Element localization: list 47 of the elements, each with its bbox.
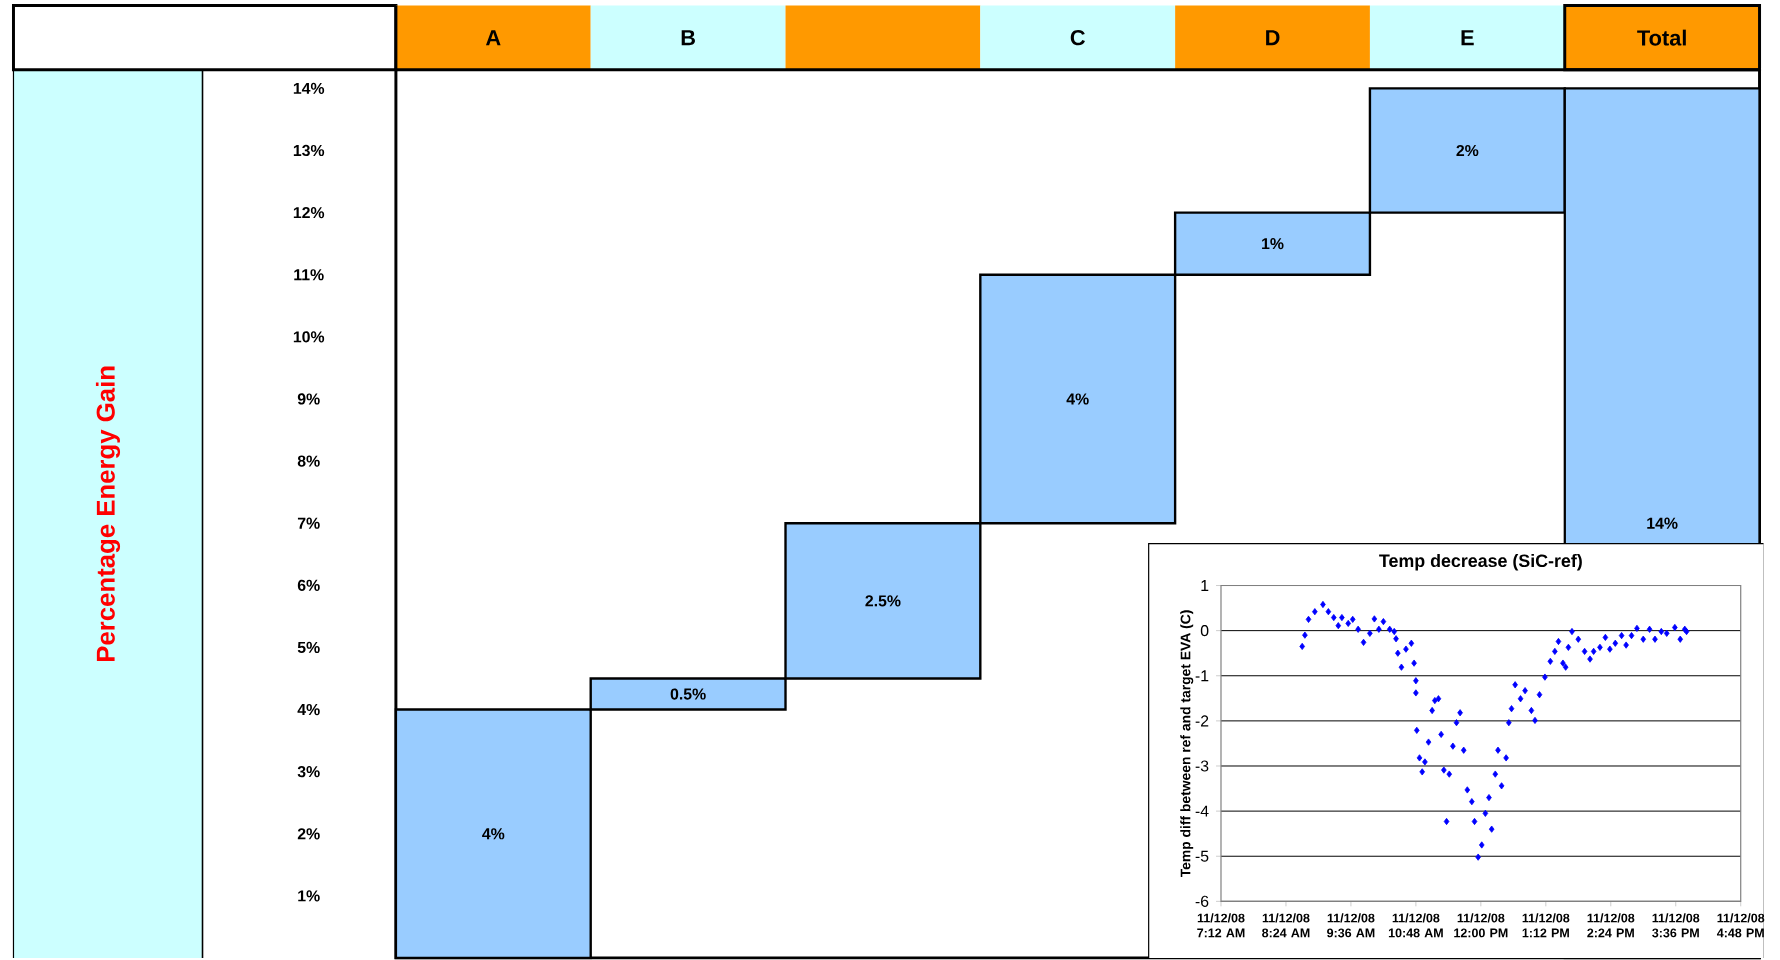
x-tick-label: C bbox=[1070, 30, 1085, 46]
y-tick-label: 7% bbox=[297, 517, 320, 530]
chart-title: Temp decrease (SiC-ref) bbox=[1379, 554, 1582, 571]
y-tick-label: 6% bbox=[297, 579, 320, 592]
x-tick-label: 11/12/08 4:48 PM bbox=[1716, 913, 1765, 938]
x-tick-label: 11/12/08 3:36 PM bbox=[1652, 913, 1700, 938]
data-label: 4% bbox=[1066, 393, 1089, 405]
y-tick-label: 1 bbox=[1201, 580, 1209, 592]
x-tick-label: 11/12/08 12:00 PM bbox=[1454, 913, 1508, 938]
x-tick-label: 11/12/08 2:24 PM bbox=[1587, 913, 1635, 938]
y-tick-label: 5% bbox=[297, 642, 320, 654]
x-tick-label: D bbox=[1266, 30, 1280, 46]
y-tick-label: 13% bbox=[293, 145, 325, 157]
x-tick-label: E bbox=[1461, 30, 1474, 46]
x-tick-label: Total bbox=[1637, 29, 1686, 46]
y-tick-label: -3 bbox=[1195, 760, 1209, 772]
y-tick-label: 4% bbox=[297, 704, 320, 716]
data-label: 0.5% bbox=[670, 688, 706, 700]
x-tick-label: B bbox=[681, 30, 695, 46]
y-tick-label: 0 bbox=[1200, 625, 1209, 637]
y-tick-label: 12% bbox=[293, 207, 325, 219]
y-axis-title: Percentage Energy Gain bbox=[95, 366, 121, 662]
data-label: 1% bbox=[1262, 238, 1284, 250]
y-axis-title: Temp diff between ref and target EVA (C) bbox=[1180, 610, 1194, 878]
data-label: 14% bbox=[1647, 517, 1678, 530]
x-tick-label: 11/12/08 10:48 AM bbox=[1388, 913, 1443, 938]
y-tick-label: 14% bbox=[293, 83, 325, 95]
y-tick-label: 8% bbox=[297, 455, 320, 467]
x-tick-label: 11/12/08 9:36 AM bbox=[1327, 913, 1375, 938]
data-label: 2% bbox=[1456, 145, 1479, 157]
y-tick-label: -5 bbox=[1195, 850, 1209, 862]
y-tick-label: -2 bbox=[1195, 715, 1209, 727]
y-tick-label: 10% bbox=[293, 331, 325, 343]
y-tick-label: -1 bbox=[1195, 670, 1209, 682]
y-tick-label: 11% bbox=[294, 269, 324, 281]
data-label: 2.5% bbox=[865, 595, 901, 607]
y-tick-label: -6 bbox=[1195, 895, 1209, 908]
y-tick-label: -4 bbox=[1195, 805, 1209, 817]
x-tick-label: A bbox=[485, 30, 501, 46]
x-tick-label: 11/12/08 8:24 AM bbox=[1262, 913, 1310, 938]
y-tick-label: 9% bbox=[297, 393, 320, 405]
y-tick-label: 2% bbox=[297, 828, 320, 840]
data-label: 4% bbox=[482, 828, 505, 840]
y-tick-label: 3% bbox=[297, 766, 320, 778]
x-tick-label: 11/12/08 1:12 PM bbox=[1522, 913, 1570, 938]
y-tick-label: 1% bbox=[298, 890, 320, 902]
x-tick-label: 11/12/08 7:12 AM bbox=[1197, 913, 1245, 938]
